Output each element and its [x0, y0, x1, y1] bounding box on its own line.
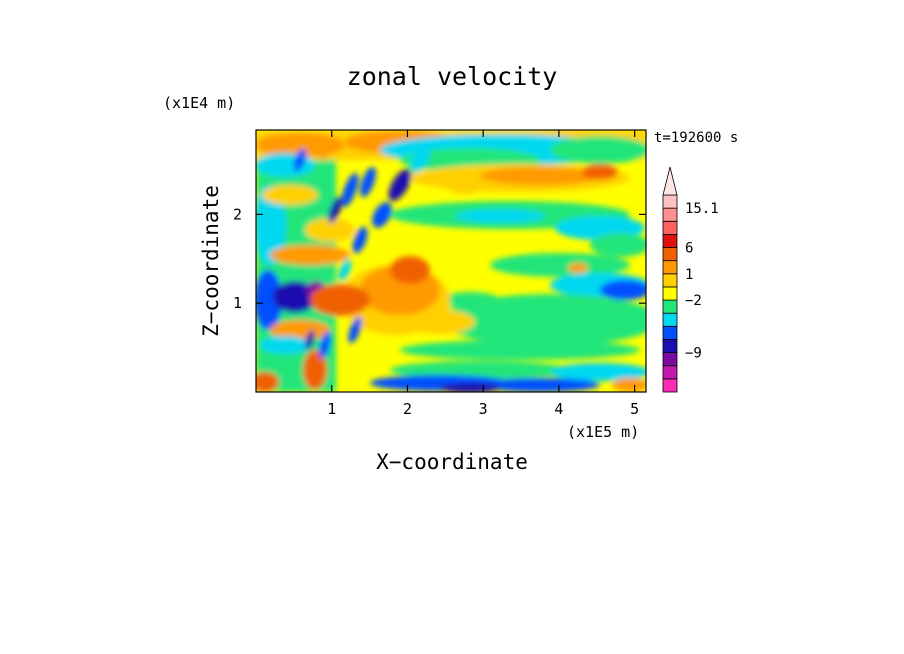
y-tick-label: 2: [233, 205, 242, 223]
colorbar-band: [662, 207, 678, 222]
colorbar-label: −9: [685, 346, 702, 362]
colorbar-band: [662, 233, 678, 248]
x-tick-label: 2: [403, 400, 412, 418]
time-label: t=192600 s: [654, 130, 738, 146]
x-unit-label: (x1E5 m): [567, 423, 639, 441]
colorbar-band: [662, 339, 678, 354]
colorbar-band: [662, 352, 678, 367]
colorbar-band: [662, 325, 678, 340]
colorbar-band: [662, 312, 678, 327]
chart-title: zonal velocity: [347, 62, 558, 91]
colorbar-label: 15.1: [685, 201, 719, 217]
colorbar-band: [662, 194, 678, 209]
colorbar-band: [662, 273, 678, 288]
colorbar-band: [662, 299, 678, 314]
x-axis-ticks: 1 2 3 4 5: [327, 130, 639, 418]
colorbar-band: [662, 378, 678, 393]
colorbar-band: [662, 247, 678, 262]
colorbar-label: −2: [685, 293, 702, 309]
colorbar-band: [662, 365, 678, 380]
y-axis-ticks: 12: [233, 205, 646, 312]
colorbar: 15.1 6 1 −2 −9: [662, 166, 719, 393]
y-axis-label: Z−coordinate: [199, 185, 223, 337]
plot-frame: [255, 129, 647, 393]
x-tick-label: 4: [554, 400, 563, 418]
colorbar-label: 6: [685, 241, 693, 257]
y-unit-label: (x1E4 m): [163, 94, 235, 112]
colorbar-band: [662, 260, 678, 275]
contour-field: [256, 130, 646, 392]
y-tick-label: 1: [233, 294, 242, 312]
x-tick-label: 3: [479, 400, 488, 418]
colorbar-over-triangle: [662, 166, 678, 196]
x-tick-label: 1: [327, 400, 336, 418]
colorbar-label: 1: [685, 267, 693, 283]
x-axis-label: X−coordinate: [376, 450, 528, 474]
x-tick-label: 5: [630, 400, 639, 418]
colorbar-band: [662, 220, 678, 235]
colorbar-band: [662, 286, 678, 301]
